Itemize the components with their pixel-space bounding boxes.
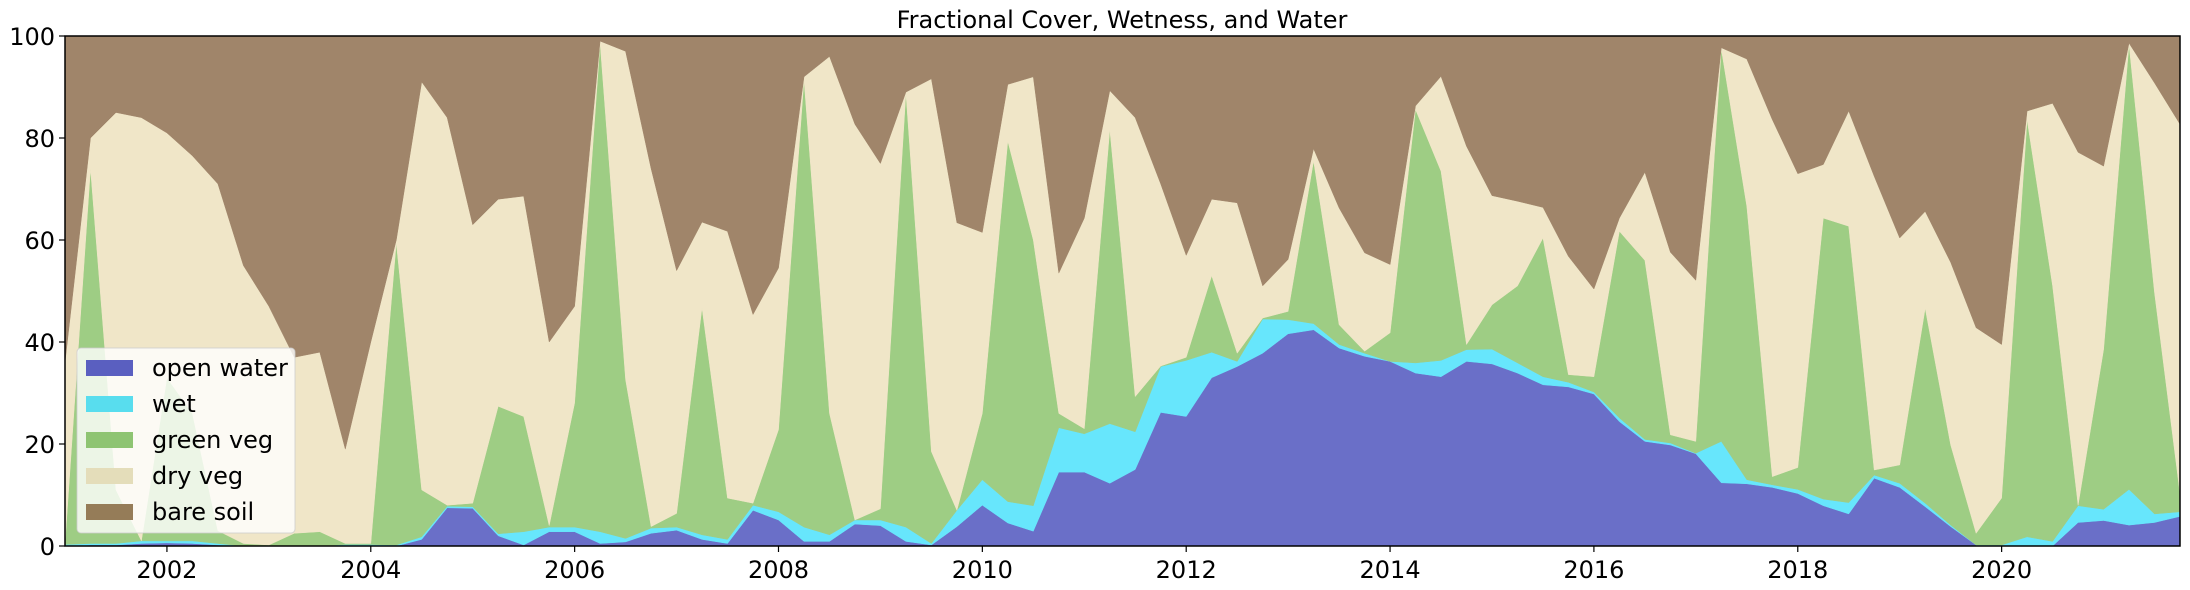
x-tick-label: 2002 xyxy=(136,556,197,584)
x-tick-label: 2016 xyxy=(1563,556,1624,584)
legend: open water wet green veg dry veg bare soil xyxy=(76,347,296,534)
legend-label-bare-soil: bare soil xyxy=(152,498,254,526)
legend-label-open-water: open water xyxy=(152,354,288,382)
y-axis: 0 20 40 60 80 100 xyxy=(9,23,65,561)
x-tick-label: 2020 xyxy=(1971,556,2032,584)
legend-swatch-dry-veg xyxy=(86,468,133,484)
y-tick-label: 40 xyxy=(24,329,55,357)
legend-label-wet: wet xyxy=(152,390,196,418)
x-tick-label: 2012 xyxy=(1156,556,1217,584)
x-tick-label: 2006 xyxy=(544,556,605,584)
legend-label-green-veg: green veg xyxy=(152,426,273,454)
x-tick-label: 2018 xyxy=(1767,556,1828,584)
x-tick-label: 2008 xyxy=(748,556,809,584)
x-tick-label: 2010 xyxy=(952,556,1013,584)
y-tick-label: 0 xyxy=(40,533,55,561)
legend-swatch-green-veg xyxy=(86,432,133,448)
x-tick-label: 2014 xyxy=(1360,556,1421,584)
y-tick-label: 20 xyxy=(24,431,55,459)
legend-swatch-open-water xyxy=(86,360,133,376)
y-tick-label: 100 xyxy=(9,23,55,51)
plot-frame xyxy=(64,35,2181,547)
chart-title: Fractional Cover, Wetness, and Water xyxy=(897,6,1348,34)
y-tick-label: 80 xyxy=(24,125,55,153)
x-axis: 2002 2004 2006 2008 2010 2012 2014 2016 2018 2020 xyxy=(136,546,2032,584)
y-tick-label: 60 xyxy=(24,227,55,255)
x-tick-label: 2004 xyxy=(340,556,401,584)
legend-label-dry-veg: dry veg xyxy=(152,462,243,490)
legend-swatch-wet xyxy=(86,396,133,412)
legend-box xyxy=(76,347,296,534)
stacked-areas xyxy=(64,35,2181,547)
legend-swatch-bare-soil xyxy=(86,504,133,520)
